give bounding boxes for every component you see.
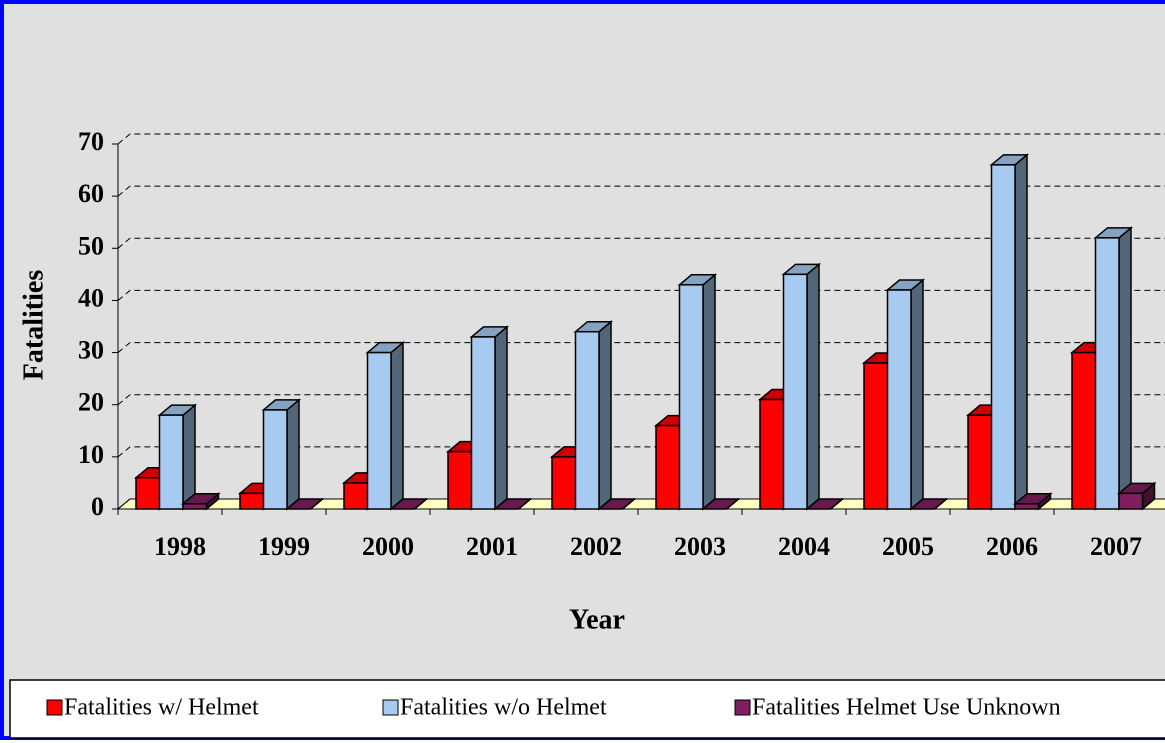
bar — [700, 498, 741, 510]
grid-line — [117, 498, 1165, 510]
bar-front — [1071, 351, 1097, 510]
bar-front — [182, 503, 208, 510]
x-tick-label: 2004 — [778, 532, 830, 561]
bar-side — [182, 403, 196, 511]
bar — [596, 498, 637, 510]
bar-side — [286, 398, 300, 511]
x-tick-label: 1999 — [258, 532, 310, 561]
bar-top — [492, 498, 533, 510]
bar-front — [470, 336, 496, 510]
y-tick-label: 10 — [78, 440, 104, 469]
bar-front — [863, 362, 889, 510]
bar — [804, 498, 845, 510]
bar-front — [886, 289, 912, 510]
x-tick-label: 1998 — [154, 532, 206, 561]
bar-top — [804, 498, 845, 510]
bar — [1093, 226, 1134, 511]
bar — [157, 403, 198, 511]
bar-front — [759, 398, 785, 510]
bar-side — [1118, 226, 1132, 511]
bar-top — [284, 498, 325, 510]
bar — [180, 492, 221, 511]
x-tick-label: 2005 — [882, 532, 934, 561]
bar — [908, 498, 949, 510]
x-tick-label: 2003 — [674, 532, 726, 561]
bar — [989, 153, 1030, 511]
bar-side — [598, 320, 612, 511]
bar-front — [1094, 237, 1120, 510]
bar-top — [596, 498, 637, 510]
bar — [1116, 481, 1157, 511]
bar — [1012, 492, 1053, 511]
bar — [261, 398, 302, 511]
bar-front — [447, 450, 473, 510]
grid-line — [117, 237, 1165, 249]
bar-front — [343, 482, 369, 510]
x-tick-label: 2006 — [986, 532, 1038, 561]
x-axis-title: Year — [569, 604, 625, 635]
y-tick-label: 60 — [78, 179, 104, 208]
y-tick-label: 20 — [78, 388, 104, 417]
bar-front — [655, 424, 681, 510]
bar-top — [908, 498, 949, 510]
bar-front — [551, 456, 577, 510]
x-tick-label: 2002 — [570, 532, 622, 561]
bar-side — [390, 340, 404, 511]
legend-swatch — [382, 699, 399, 716]
bar-front — [678, 284, 704, 510]
bar-front — [366, 351, 392, 510]
bar — [284, 498, 325, 510]
grid-line — [117, 342, 1165, 353]
y-tick-label: 70 — [78, 127, 104, 156]
bar — [492, 498, 533, 510]
bar-front — [262, 409, 288, 510]
legend-label: Fatalities w/o Helmet — [400, 695, 607, 721]
bar-front — [574, 330, 600, 510]
bar — [365, 340, 406, 511]
grid-line — [117, 185, 1165, 197]
grid-line — [117, 289, 1165, 301]
bar-side — [806, 262, 820, 511]
grid-line — [117, 446, 1165, 458]
bar — [677, 273, 718, 511]
bar-front — [1118, 492, 1144, 510]
bar — [469, 325, 510, 511]
bar-front — [990, 164, 1016, 510]
bar — [573, 320, 614, 511]
bar-top — [700, 498, 741, 510]
bar-side — [702, 273, 716, 511]
bar — [388, 498, 429, 510]
bar-side — [910, 278, 924, 511]
x-tick-label: 2007 — [1090, 532, 1142, 561]
legend-box — [9, 679, 1165, 739]
y-tick-label: 40 — [78, 283, 104, 312]
grid-line — [117, 394, 1165, 406]
bar-front — [135, 476, 161, 510]
bar-side — [494, 325, 508, 511]
y-tick-label: 0 — [91, 492, 104, 521]
y-tick-label: 50 — [78, 231, 104, 260]
y-axis-title: Fatalities — [18, 270, 49, 381]
bar-top — [388, 498, 429, 510]
bar-front — [1014, 503, 1040, 510]
x-tick-label: 2001 — [466, 532, 518, 561]
y-tick-label: 30 — [78, 336, 104, 365]
bar-side — [1014, 153, 1028, 511]
bar — [781, 262, 822, 511]
legend-label: Fatalities w/ Helmet — [64, 695, 259, 721]
legend-swatch — [734, 699, 751, 716]
bar — [885, 278, 926, 511]
legend-swatch — [46, 699, 63, 716]
legend-label: Fatalities Helmet Use Unknown — [752, 695, 1061, 721]
grid-line — [117, 133, 1165, 145]
x-tick-label: 2000 — [362, 532, 414, 561]
bar-front — [158, 414, 184, 510]
bar-front — [239, 492, 265, 510]
bar-front — [967, 414, 993, 510]
bar-front — [782, 273, 808, 510]
